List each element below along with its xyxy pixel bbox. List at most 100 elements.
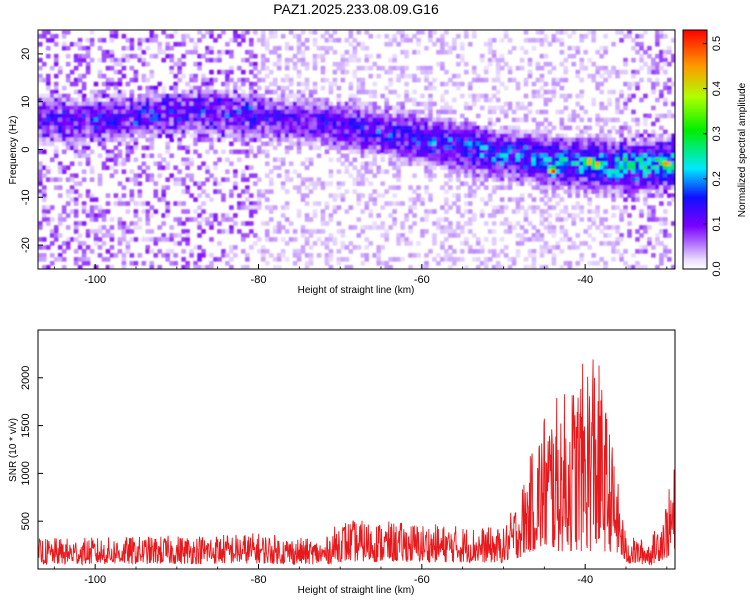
heatmap-cell bbox=[260, 97, 266, 103]
heatmap-cell bbox=[380, 157, 385, 163]
heatmap-cell bbox=[479, 149, 485, 155]
heatmap-cell bbox=[547, 185, 553, 190]
heatmap-cell bbox=[495, 145, 501, 151]
heatmap-cell bbox=[400, 65, 405, 71]
heatmap-cell bbox=[467, 137, 473, 143]
heatmap-cell bbox=[475, 93, 481, 99]
heatmap-cell bbox=[213, 129, 218, 135]
heatmap-cell bbox=[376, 165, 381, 171]
heatmap-cell bbox=[217, 89, 222, 95]
heatmap-cell bbox=[400, 129, 405, 135]
heatmap-cell bbox=[655, 41, 660, 47]
heatmap-cell bbox=[499, 141, 505, 147]
heatmap-cell bbox=[575, 189, 581, 194]
heatmap-cell bbox=[563, 145, 569, 151]
heatmap-cell bbox=[559, 149, 565, 155]
heatmap-cell bbox=[531, 153, 537, 159]
heatmap-cell bbox=[249, 61, 254, 67]
heatmap-cell bbox=[412, 157, 417, 163]
heatmap-cell bbox=[599, 149, 604, 155]
heatmap-cell bbox=[249, 81, 254, 87]
heatmap-cell bbox=[368, 149, 374, 155]
heatmap-cell bbox=[396, 257, 401, 262]
heatmap-cell bbox=[364, 30, 370, 35]
heatmap-cell bbox=[531, 133, 537, 139]
heatmap-cell bbox=[260, 257, 266, 262]
heatmap-cell bbox=[249, 229, 254, 234]
heatmap-cell bbox=[53, 105, 59, 111]
heatmap-cell bbox=[452, 45, 457, 51]
heatmap-cell bbox=[519, 173, 525, 178]
heatmap-cell bbox=[276, 137, 282, 143]
heatmap-cell bbox=[280, 97, 286, 103]
heatmap-cell bbox=[483, 93, 489, 99]
heatmap-cell bbox=[181, 157, 186, 163]
heatmap-cell bbox=[392, 153, 397, 159]
heatmap-cell bbox=[551, 229, 557, 234]
heatmap-cell bbox=[117, 105, 123, 111]
heatmap-cell bbox=[308, 117, 314, 123]
heatmap-cell bbox=[539, 169, 545, 174]
heatmap-cell bbox=[73, 261, 79, 266]
heatmap-cell bbox=[320, 133, 326, 139]
heatmap-cell bbox=[655, 69, 660, 75]
heatmap-cell bbox=[440, 125, 445, 131]
heatmap-cell bbox=[396, 113, 401, 119]
heatmap-cell bbox=[225, 69, 230, 75]
heatmap-cell bbox=[41, 125, 47, 131]
heatmap-cell bbox=[117, 141, 123, 147]
heatmap-cell bbox=[272, 77, 278, 83]
heatmap-cell bbox=[296, 57, 302, 63]
heatmap-cell bbox=[563, 209, 569, 214]
heatmap-cell bbox=[300, 117, 306, 123]
heatmap-cell bbox=[575, 101, 581, 107]
heatmap-cell bbox=[511, 129, 517, 135]
heatmap-cell bbox=[503, 245, 509, 250]
heatmap-cell bbox=[105, 101, 111, 107]
heatmap-cell bbox=[221, 113, 226, 119]
heatmap-cell bbox=[463, 201, 469, 206]
heatmap-cell bbox=[452, 165, 457, 171]
heatmap-cell bbox=[384, 169, 389, 174]
heatmap-cell bbox=[109, 225, 115, 230]
heatmap-cell bbox=[133, 213, 139, 218]
heatmap-cell bbox=[467, 133, 473, 139]
heatmap-cell bbox=[376, 145, 381, 151]
heatmap-cell bbox=[181, 97, 186, 103]
heatmap-cell bbox=[396, 173, 401, 178]
snr-y-label: SNR (10 * v/v) bbox=[8, 418, 19, 482]
heatmap-cell bbox=[49, 137, 55, 143]
heatmap-cell bbox=[173, 253, 178, 258]
heatmap-cell bbox=[571, 181, 577, 186]
heatmap-cell bbox=[547, 141, 553, 147]
heatmap-cell bbox=[428, 157, 433, 163]
heatmap-cell bbox=[531, 205, 537, 210]
heatmap-cell bbox=[420, 117, 425, 123]
heatmap-cell bbox=[213, 177, 218, 182]
heatmap-cell bbox=[412, 141, 417, 147]
heatmap-cell bbox=[428, 69, 433, 75]
heatmap-cell bbox=[288, 93, 294, 99]
heatmap-cell bbox=[161, 30, 166, 35]
heatmap-cell bbox=[424, 141, 429, 147]
heatmap-cell bbox=[69, 105, 75, 111]
heatmap-cell bbox=[515, 177, 521, 182]
heatmap-cell bbox=[221, 89, 226, 95]
heatmap-cell bbox=[197, 117, 202, 123]
heatmap-cell bbox=[388, 113, 393, 119]
heatmap-cell bbox=[141, 101, 147, 107]
heatmap-cell bbox=[237, 201, 242, 206]
heatmap-cell bbox=[452, 145, 457, 151]
heatmap-cell bbox=[607, 133, 612, 139]
heatmap-cell bbox=[113, 161, 119, 167]
heatmap-cell bbox=[416, 129, 421, 135]
heatmap-cell bbox=[623, 169, 628, 174]
heatmap-cell bbox=[304, 241, 310, 246]
heatmap-cell bbox=[487, 145, 493, 151]
heatmap-cell bbox=[53, 41, 59, 47]
heatmap-cell bbox=[428, 161, 433, 167]
heatmap-cell bbox=[241, 125, 246, 131]
heatmap-cell bbox=[288, 177, 294, 182]
heatmap-cell bbox=[129, 41, 135, 47]
heatmap-cell bbox=[181, 33, 186, 39]
